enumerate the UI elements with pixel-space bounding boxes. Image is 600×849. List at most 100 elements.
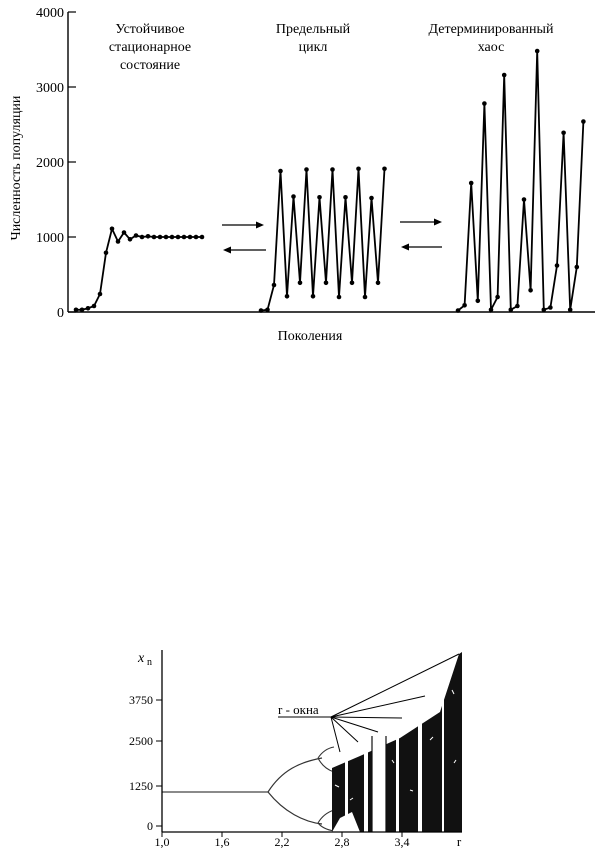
chaos-speckle (334, 689, 457, 801)
data-point (265, 307, 270, 313)
annotation-steady-state: Устойчивое стационарное состояние (109, 22, 191, 73)
annotation-line: Предельный (276, 22, 351, 37)
series-line (260, 168, 386, 312)
data-point (291, 194, 296, 199)
series-line (76, 226, 202, 311)
arrow-head (401, 243, 409, 251)
data-point (362, 294, 368, 300)
data-point (73, 307, 79, 313)
annotation-line: Устойчивое (115, 22, 184, 37)
y-tick-label: 2500 (129, 734, 153, 748)
data-point (508, 307, 514, 313)
periodic-window (418, 700, 422, 832)
annotation-line: состояние (120, 58, 180, 73)
data-point (541, 307, 547, 313)
y-tick-label: 1250 (129, 779, 153, 793)
annotation-line: хаос (478, 40, 505, 55)
annotation-limit-cycle: Предельный цикл (276, 22, 351, 55)
data-point (468, 180, 474, 186)
data-point (501, 72, 507, 78)
x-tick-label: 2,8 (335, 835, 350, 849)
arrow-head (223, 246, 231, 254)
data-point (79, 307, 85, 313)
data-point (103, 250, 109, 256)
annotation-line: Детерминированный (429, 22, 554, 37)
callout-line (330, 716, 359, 743)
data-point (317, 195, 322, 200)
series-line (457, 50, 585, 314)
periodic-window (396, 724, 399, 832)
period-2-branches (267, 757, 323, 825)
periodic-window (345, 754, 348, 832)
callout-label: r - окна (278, 702, 319, 717)
y-tick-label: 3000 (36, 81, 64, 96)
data-point (330, 167, 335, 172)
data-point (488, 307, 494, 313)
bifurcation-chart: r - окна 3750 2500 1250 0 x n (129, 650, 462, 849)
periodic-window (372, 736, 386, 832)
data-point (97, 291, 103, 297)
period-4-branches (317, 746, 335, 832)
y-tick-label: 2000 (36, 156, 64, 171)
data-point (554, 263, 560, 268)
y-axis-subscript: n (147, 657, 152, 668)
data-point (121, 230, 127, 235)
arrow-head (434, 218, 442, 226)
data-point (548, 305, 553, 310)
callout-line (330, 653, 460, 718)
y-ticks: 4000 3000 2000 1000 0 (36, 6, 76, 321)
y-axis-label: x n (137, 651, 152, 668)
window-callout: r - окна (278, 653, 460, 753)
y-tick-label: 0 (147, 819, 153, 833)
data-point (323, 280, 329, 286)
data-point (349, 280, 355, 286)
arrow-head (256, 221, 264, 229)
data-point (278, 168, 283, 174)
y-tick-label: 4000 (36, 6, 64, 21)
x-ticks: 1,0 1,6 2,2 2,8 3,4 r (155, 832, 462, 849)
x-tick-label: 1,0 (155, 835, 170, 849)
data-point (297, 280, 303, 286)
data-point (139, 234, 145, 240)
x-tick-label: 2,2 (275, 835, 290, 849)
data-point (157, 234, 163, 240)
y-tick-label: 0 (57, 306, 64, 321)
data-point (515, 303, 520, 309)
data-point (169, 234, 175, 240)
periodic-window (364, 744, 368, 832)
data-point (193, 234, 199, 240)
data-point (567, 307, 573, 313)
annotation-line: цикл (299, 40, 328, 55)
y-ticks: 3750 2500 1250 0 (129, 693, 162, 833)
population-chart: 4000 3000 2000 1000 0 Численность популя… (9, 6, 595, 344)
data-point (561, 130, 566, 136)
data-point (145, 234, 151, 239)
data-point (151, 234, 157, 240)
data-point (521, 197, 527, 202)
x-axis-label: r (457, 834, 462, 849)
data-point (133, 233, 139, 238)
data-point (534, 48, 540, 54)
window-lines (371, 736, 387, 832)
x-axis-label: Поколения (278, 329, 343, 344)
data-point (310, 294, 316, 299)
data-point (581, 119, 586, 124)
data-point (382, 166, 387, 172)
y-tick-label: 3750 (129, 693, 153, 707)
data-point (356, 166, 361, 172)
annotation-line: стационарное (109, 40, 191, 55)
callout-line (330, 716, 403, 719)
data-point (187, 234, 193, 240)
annotation-chaos: Детерминированный хаос (429, 22, 554, 55)
data-point (304, 167, 309, 172)
x-tick-label: 1,6 (215, 835, 230, 849)
data-point (127, 237, 133, 242)
data-point (375, 280, 381, 286)
data-point (574, 264, 580, 270)
data-point (91, 303, 97, 309)
data-point (455, 308, 461, 313)
data-point (462, 303, 467, 308)
y-axis-label: Численность популяции (9, 95, 24, 240)
data-point (336, 294, 342, 300)
callout-line (330, 695, 426, 718)
